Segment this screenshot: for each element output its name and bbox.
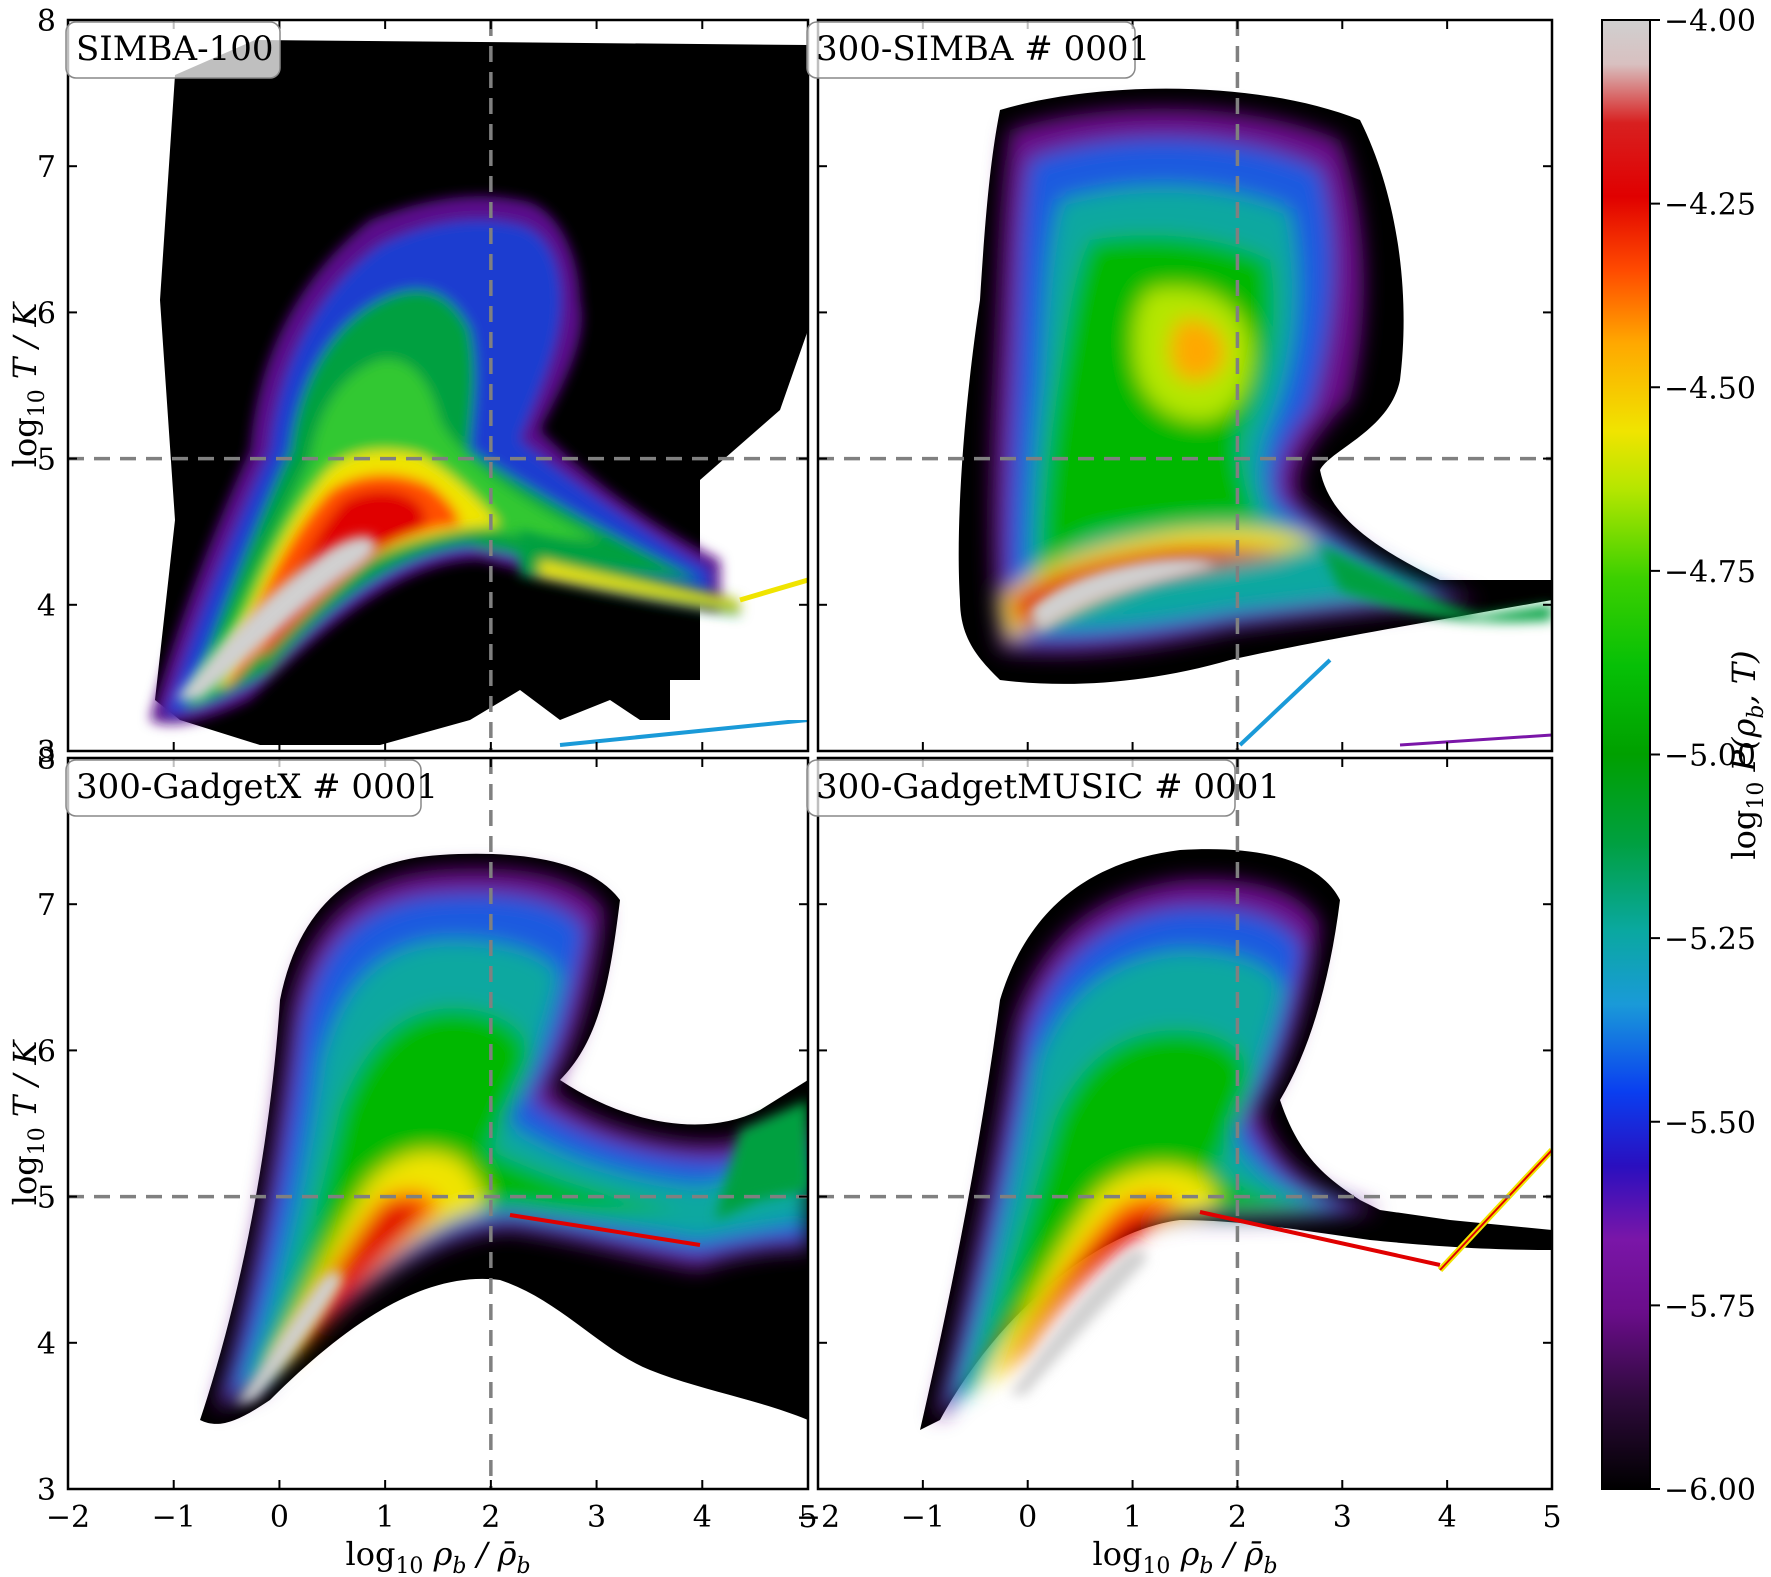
panel-300-simba — [818, 20, 1552, 751]
y-tick-label: 5 — [37, 443, 56, 478]
x-tick-label: 2 — [481, 1500, 500, 1535]
colorbar-gradient — [1601, 19, 1651, 1490]
x-tick-label: 3 — [1333, 1500, 1352, 1535]
panel-title-box: SIMBA-100 — [65, 21, 281, 79]
colorbar: −4.00 −4.25 −4.50 −4.75 −5.00 −5.25 −5.50 −5.75… — [1601, 4, 1769, 1508]
y-tick-label: 6 — [37, 1034, 56, 1069]
y-tick-label: 8 — [37, 742, 56, 777]
x-axis-label: log10 ρb / ρ̄b — [1092, 1535, 1277, 1577]
x-axis-label: log10 ρb / ρ̄b — [345, 1535, 530, 1577]
x-tick-label: −1 — [152, 1500, 196, 1535]
peak-density-region — [1030, 559, 1215, 630]
x-tick-label: 1 — [376, 1500, 395, 1535]
x-tick-label: 5 — [798, 1500, 817, 1535]
peak-density-region — [175, 535, 377, 700]
x-tick-label: 0 — [1018, 1500, 1037, 1535]
x-tick-label: 2 — [1228, 1500, 1247, 1535]
panel-title: 300-SIMBA # 0001 — [816, 29, 1150, 69]
axis-ticks: 3 4 5 6 7 8 −2 −1 0 1 2 3 4 5 3 4 5 6 7 8 −2 −1 0 1 2 3 4 5 — [37, 4, 1562, 1535]
colorbar-tick-label: −5.25 — [1664, 922, 1756, 957]
colorbar-tick-label: −4.50 — [1664, 371, 1756, 406]
x-tick-label: 4 — [1438, 1500, 1457, 1535]
colorbar-ticks: −4.00 −4.25 −4.50 −4.75 −5.00 −5.25 −5.50 −5.75… — [1650, 4, 1756, 1508]
y-tick-label: 6 — [37, 296, 56, 331]
colorbar-tick-label: −4.00 — [1664, 4, 1756, 39]
panel-title: 300-GadgetX # 0001 — [76, 767, 438, 807]
x-tick-label: −2 — [796, 1500, 840, 1535]
y-tick-label: 4 — [37, 1327, 56, 1362]
x-tick-label: −2 — [46, 1500, 90, 1535]
panel-title-box: 300-GadgetX # 0001 — [65, 759, 438, 817]
panel-300-gadgetmusic — [818, 758, 1552, 1489]
y-axis-label: log10 T / K — [6, 301, 50, 468]
panel-frame — [816, 18, 1554, 753]
peak-density-region — [235, 1270, 342, 1405]
panel-title: 300-GadgetMUSIC # 0001 — [816, 767, 1280, 807]
panel-frame — [66, 18, 810, 753]
y-tick-label: 7 — [37, 888, 56, 923]
panel-300-gadgetx — [68, 758, 808, 1489]
colorbar-tick-label: −5.75 — [1664, 1289, 1756, 1324]
y-tick-label: 5 — [37, 1181, 56, 1216]
x-tick-label: −1 — [901, 1500, 945, 1535]
x-tick-label: 0 — [270, 1500, 289, 1535]
panel-title-box: 300-SIMBA # 0001 — [806, 21, 1150, 79]
colorbar-label: log10 P(ρb, T) — [1725, 650, 1769, 859]
y-tick-label: 7 — [37, 150, 56, 185]
y-tick-label: 4 — [37, 589, 56, 624]
peak-density-region — [1010, 1249, 1147, 1395]
panel-frame — [66, 756, 810, 1491]
x-tick-label: 3 — [587, 1500, 606, 1535]
x-tick-label: 1 — [1123, 1500, 1142, 1535]
panel-frame — [816, 756, 1554, 1491]
colorbar-tick-label: −4.25 — [1664, 188, 1756, 223]
reference-lines — [68, 20, 1552, 1489]
colorbar-tick-label: −5.00 — [1664, 739, 1756, 774]
colorbar-tick-label: −6.00 — [1664, 1473, 1756, 1508]
panel-title-box: 300-GadgetMUSIC # 0001 — [806, 759, 1280, 817]
y-axis-label: log10 T / K — [6, 1039, 50, 1206]
y-tick-label: 3 — [37, 1473, 56, 1508]
panel-title: SIMBA-100 — [76, 29, 273, 69]
panel-simba-100 — [68, 20, 808, 751]
colorbar-tick-label: −5.50 — [1664, 1106, 1756, 1141]
x-tick-label: 4 — [693, 1500, 712, 1535]
y-tick-label: 8 — [37, 4, 56, 39]
colorbar-tick-label: −4.75 — [1664, 555, 1756, 590]
x-tick-label: 5 — [1542, 1500, 1561, 1535]
y-tick-label: 3 — [37, 735, 56, 770]
